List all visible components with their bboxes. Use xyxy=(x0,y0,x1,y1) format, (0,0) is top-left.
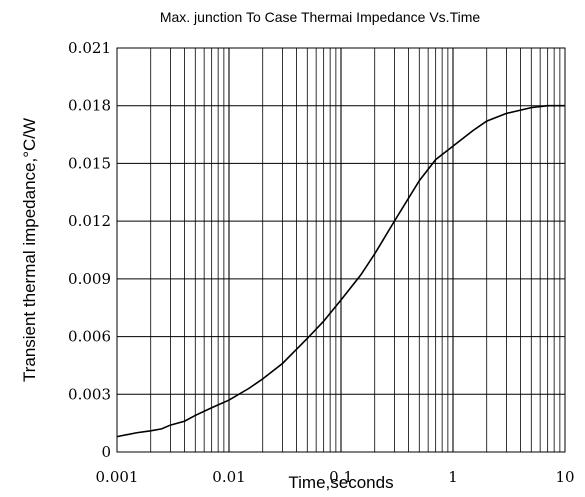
y-tick-label: 0.021 xyxy=(68,39,111,57)
x-tick-label: 0.001 xyxy=(96,468,139,486)
x-tick-label: 10 xyxy=(555,468,574,486)
y-tick-label: 0.009 xyxy=(68,270,111,288)
plot-frame xyxy=(116,47,566,453)
series-line xyxy=(116,104,565,438)
y-tick-label: 0.006 xyxy=(68,328,111,346)
y-ticks: 0 0.003 0.006 0.009 0.012 0.015 0.018 0.021 xyxy=(68,39,111,461)
y-tick-label: 0.018 xyxy=(68,97,111,115)
grid xyxy=(117,48,565,452)
x-axis-label: Time,seconds xyxy=(288,473,393,492)
y-tick-label: 0 xyxy=(101,443,111,461)
x-tick-label: 1 xyxy=(448,468,458,486)
x-ticks: 0.001 0.01 0.1 1 10 xyxy=(96,468,575,486)
y-tick-label: 0.003 xyxy=(68,385,111,403)
y-tick-label: 0.012 xyxy=(68,212,111,230)
y-tick-label: 0.015 xyxy=(68,154,111,172)
x-tick-label: 0.1 xyxy=(329,468,353,486)
chart-title: Max. junction To Case Thermai Impedance … xyxy=(160,9,481,25)
y-axis-label: Transient thermal impedance,°C/W xyxy=(20,118,39,382)
x-tick-label: 0.01 xyxy=(212,468,245,486)
